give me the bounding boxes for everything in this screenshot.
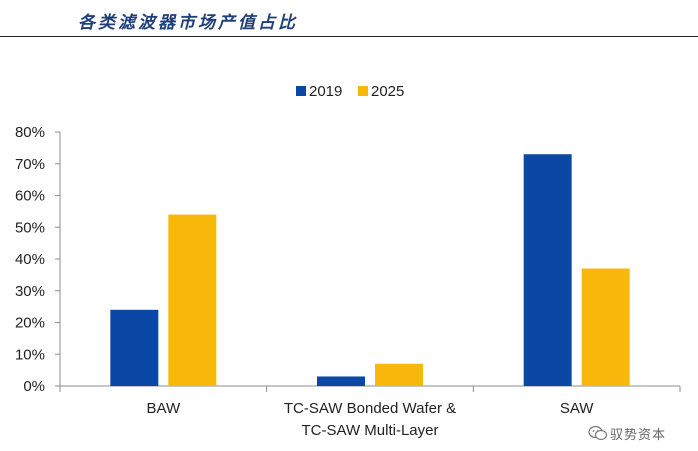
page-title: 各类滤波器市场产值占比 (78, 13, 298, 33)
legend-swatch-2019 (296, 86, 306, 96)
y-tick-label: 30% (15, 283, 45, 300)
y-tick-label: 60% (15, 188, 45, 205)
page-header: 各类滤波器市场产值占比 (0, 0, 698, 38)
header-divider (0, 36, 698, 37)
x-tick-label: BAW (147, 400, 181, 417)
y-tick-label: 0% (23, 378, 45, 395)
y-tick-label: 20% (15, 315, 45, 332)
y-tick-label: 80% (15, 124, 45, 141)
bar-2025-1 (375, 363, 423, 386)
wechat-icon (588, 425, 608, 441)
x-tick-label: TC-SAW Multi-Layer (302, 422, 439, 439)
bar-2025-0 (168, 214, 217, 386)
bar-2025-2 (581, 268, 630, 386)
bar-2019-0 (110, 309, 159, 386)
y-tick-label: 70% (15, 156, 45, 173)
watermark-text: 驭势资本 (610, 428, 667, 443)
y-tick-label: 50% (15, 219, 45, 236)
y-tick-label: 40% (15, 251, 45, 268)
bar-2019-2 (523, 154, 572, 386)
legend-label-2025: 2025 (371, 83, 404, 100)
watermark: 驭势资本 (588, 422, 694, 444)
x-tick-label: SAW (560, 400, 594, 417)
y-tick-label: 10% (15, 346, 45, 363)
x-tick-label: TC-SAW Bonded Wafer & (284, 400, 456, 417)
bar-2019-1 (317, 376, 365, 386)
legend-label-2019: 2019 (309, 83, 342, 100)
legend-swatch-2025 (358, 86, 368, 96)
